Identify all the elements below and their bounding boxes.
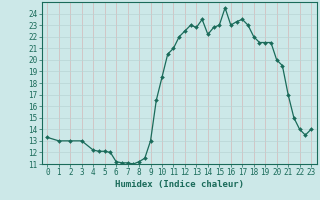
- X-axis label: Humidex (Indice chaleur): Humidex (Indice chaleur): [115, 180, 244, 189]
